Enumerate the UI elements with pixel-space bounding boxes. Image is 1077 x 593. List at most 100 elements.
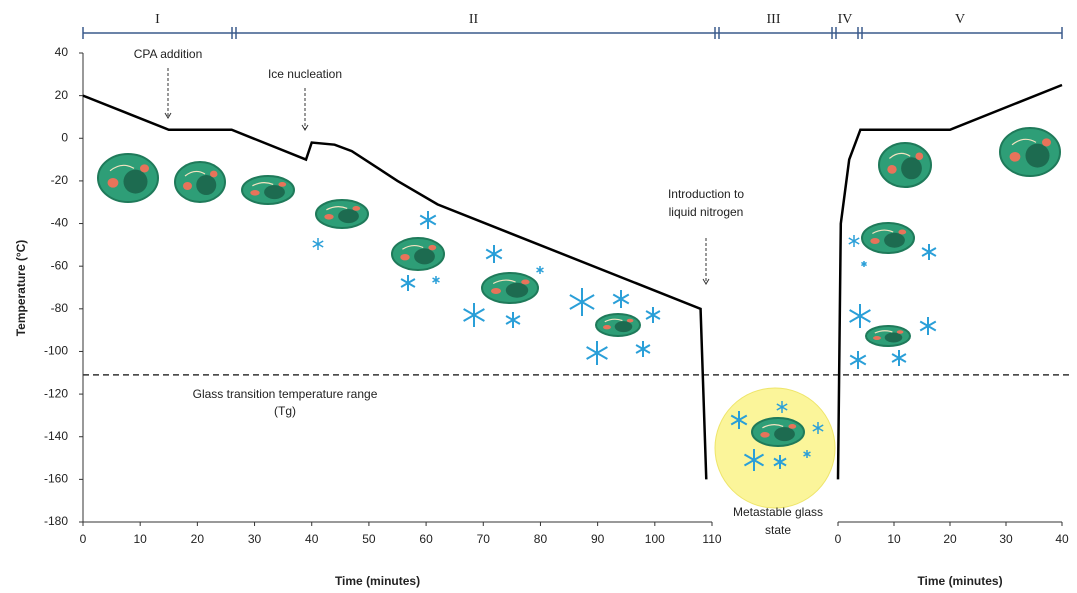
x-tick-label: 0 — [835, 532, 842, 546]
x-tick-label: 110 — [702, 532, 721, 546]
x-tick-label: 10 — [887, 532, 901, 546]
snowflake — [401, 275, 415, 291]
cell — [98, 154, 158, 202]
cell — [316, 200, 368, 228]
organelle — [1042, 138, 1051, 146]
phase-label: I — [155, 12, 160, 27]
temperature-line — [83, 96, 706, 480]
x-tick-label: 30 — [999, 532, 1013, 546]
x-tick-label: 30 — [248, 532, 262, 546]
organelle — [870, 238, 879, 244]
tg-label: (Tg) — [274, 404, 296, 418]
phase-label: IV — [838, 12, 853, 27]
y-tick-label: -180 — [44, 514, 68, 528]
organelle — [250, 190, 259, 196]
y-tick-label: 20 — [55, 88, 69, 102]
organelle — [278, 182, 286, 187]
y-tick-label: -140 — [44, 429, 68, 443]
cell — [879, 143, 931, 187]
organelle — [627, 319, 634, 323]
cell-nucleus — [884, 233, 905, 248]
x-tick-label: 90 — [591, 532, 605, 546]
cell-nucleus — [196, 175, 216, 195]
cell-nucleus — [124, 170, 148, 194]
snowflake — [313, 238, 323, 250]
snowflake — [850, 304, 871, 328]
cell — [175, 162, 225, 202]
tg-label: Glass transition temperature range — [193, 387, 378, 401]
organelle — [324, 214, 333, 220]
x-tick-label: 10 — [134, 532, 148, 546]
organelle — [491, 288, 501, 294]
snowflake — [849, 235, 859, 247]
snowflake — [486, 245, 502, 263]
cell-nucleus — [338, 209, 359, 223]
y-axis-label: Temperature (°C) — [14, 240, 28, 337]
cell-nucleus — [1026, 144, 1050, 168]
snowflake — [506, 312, 520, 328]
y-tick-label: 40 — [55, 45, 69, 59]
phase-label: III — [767, 12, 781, 27]
cell — [1000, 128, 1060, 176]
cell — [482, 273, 538, 303]
y-tick-label: -60 — [51, 258, 69, 272]
snowflake — [570, 288, 594, 316]
snowflake — [920, 317, 936, 335]
organelle — [603, 325, 611, 329]
cell-nucleus — [264, 185, 285, 199]
annotation: Metastable glass — [733, 505, 823, 519]
x-tick-label: 40 — [1055, 532, 1069, 546]
snowflake — [587, 341, 608, 365]
annotation: state — [765, 523, 791, 537]
organelle — [915, 152, 923, 159]
annotation: Ice nucleation — [268, 67, 342, 81]
x-tick-label: 50 — [362, 532, 376, 546]
cell — [596, 314, 640, 336]
organelle — [183, 182, 192, 190]
organelle — [898, 229, 906, 234]
y-tick-label: -80 — [51, 301, 69, 315]
organelle — [352, 206, 360, 211]
cell — [752, 418, 804, 446]
cell — [392, 238, 444, 270]
annotation: Introduction to — [668, 187, 744, 201]
snowflake — [420, 211, 436, 229]
organelle — [521, 279, 529, 284]
organelle — [210, 171, 218, 178]
annotation: liquid nitrogen — [669, 205, 744, 219]
x-tick-label: 100 — [645, 532, 665, 546]
x-tick-label: 70 — [477, 532, 491, 546]
x-tick-label: 20 — [943, 532, 957, 546]
organelle — [887, 165, 896, 174]
annotation: CPA addition — [134, 47, 203, 61]
cell-nucleus — [506, 283, 528, 298]
organelle — [140, 164, 149, 172]
phase-label: V — [955, 12, 965, 27]
phase-label: II — [469, 12, 479, 27]
x-axis-label: Time (minutes) — [335, 574, 420, 588]
snowflake — [464, 303, 485, 327]
cell-nucleus — [901, 157, 922, 179]
x-tick-label: 40 — [305, 532, 319, 546]
snowflake — [613, 290, 629, 308]
organelle — [873, 336, 881, 340]
organelle — [428, 245, 436, 250]
x-tick-label: 60 — [419, 532, 433, 546]
glass-state-circle — [715, 388, 835, 508]
snowflake — [850, 351, 866, 369]
y-tick-label: -100 — [44, 344, 68, 358]
snowflake — [433, 276, 440, 284]
snowflake — [922, 244, 936, 260]
cell — [866, 326, 910, 346]
chart: Temperature (°C) -180-160-140-120-100-80… — [0, 0, 1077, 593]
organelle — [897, 330, 904, 333]
cell — [862, 223, 914, 253]
snowflake — [636, 341, 650, 357]
x-axis-label: Time (minutes) — [917, 574, 1002, 588]
organelle — [760, 432, 769, 438]
snowflake — [892, 350, 906, 366]
cell-nucleus — [414, 248, 435, 264]
organelle — [108, 178, 119, 188]
x-tick-label: 80 — [534, 532, 548, 546]
x-tick-label: 0 — [80, 532, 87, 546]
